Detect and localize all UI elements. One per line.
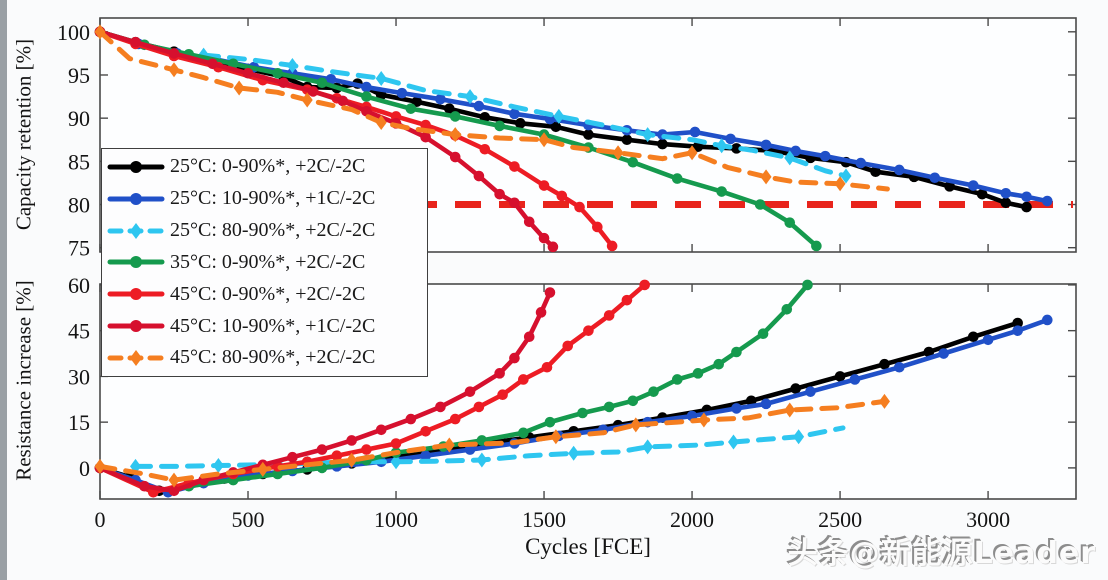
legend-line-sample bbox=[107, 349, 165, 366]
legend-marker-circle bbox=[130, 320, 142, 333]
legend-line-sample bbox=[107, 288, 165, 301]
x-tick-label: 1500 bbox=[522, 507, 566, 532]
legend-label: 45°C: 10-90%*, +1C/-2C bbox=[170, 314, 376, 337]
legend-label: 45°C: 80-90%*, +2C/-2C bbox=[170, 346, 376, 369]
legend-item-25C-80-90: 25°C: 80-90%*, +2C/-2C bbox=[107, 216, 427, 246]
legend-label: 25°C: 10-90%*, +1C/-2C bbox=[170, 187, 376, 210]
y-tick-label-capacity: 80 bbox=[68, 193, 90, 218]
y-tick-label-resistance: 15 bbox=[68, 410, 90, 435]
x-tick-label: 0 bbox=[95, 507, 106, 532]
legend-line-sample bbox=[107, 160, 165, 173]
legend-item-25C-0-90: 25°C: 0-90%*, +2C/-2C bbox=[107, 152, 427, 182]
y-tick-label-capacity: 90 bbox=[68, 106, 90, 131]
x-axis-label: Cycles [FCE] bbox=[525, 534, 651, 559]
legend-marker-circle bbox=[130, 256, 142, 269]
legend-item-45C-0-90: 45°C: 0-90%*, +2C/-2C bbox=[107, 279, 427, 309]
y-tick-label-resistance: 45 bbox=[68, 319, 90, 344]
y-tick-label-resistance: 0 bbox=[79, 456, 90, 481]
x-tick-label: 1000 bbox=[374, 507, 418, 532]
series-35C-0-90-capacity bbox=[97, 29, 819, 249]
legend-line-sample bbox=[107, 256, 165, 269]
legend-item-45C-10-90: 45°C: 10-90%*, +1C/-2C bbox=[107, 311, 427, 341]
legend: 25°C: 0-90%*, +2C/-2C 25°C: 10-90%*, +1C/… bbox=[101, 148, 428, 377]
legend-marker-circle bbox=[130, 160, 142, 173]
series-45C-80-90-resistance bbox=[97, 398, 887, 483]
legend-marker-circle bbox=[130, 192, 142, 205]
y-tick-label-capacity: 85 bbox=[68, 149, 90, 174]
legend-item-45C-80-90: 45°C: 80-90%*, +2C/-2C bbox=[107, 343, 427, 373]
series-25C-80-90-capacity bbox=[201, 52, 849, 179]
legend-marker-diamond bbox=[130, 349, 142, 366]
legend-marker-diamond bbox=[130, 222, 142, 239]
legend-line-sample bbox=[107, 320, 165, 333]
legend-label: 45°C: 0-90%*, +2C/-2C bbox=[170, 282, 366, 305]
y-tick-label-resistance: 60 bbox=[68, 273, 90, 298]
watermark: 头条@新能源Leader bbox=[787, 536, 1096, 571]
x-tick-label: 2500 bbox=[818, 507, 862, 532]
legend-marker-circle bbox=[130, 288, 142, 301]
y-tick-label-capacity: 95 bbox=[68, 63, 90, 88]
legend-line-sample bbox=[107, 192, 165, 205]
y-tick-label-resistance: 30 bbox=[68, 364, 90, 389]
screen-edge-strip bbox=[0, 0, 7, 580]
legend-item-35C-0-90: 35°C: 0-90%*, +2C/-2C bbox=[107, 247, 427, 277]
legend-item-25C-10-90: 25°C: 10-90%*, +1C/-2C bbox=[107, 184, 427, 214]
legend-label: 25°C: 0-90%*, +2C/-2C bbox=[170, 155, 366, 178]
x-tick-label: 3000 bbox=[966, 507, 1010, 532]
y-tick-label-capacity: 75 bbox=[68, 236, 90, 261]
series-45C-80-90-capacity bbox=[97, 29, 890, 192]
x-tick-label: 2000 bbox=[670, 507, 714, 532]
x-tick-label: 500 bbox=[232, 507, 265, 532]
legend-label: 35°C: 0-90%*, +2C/-2C bbox=[170, 250, 366, 273]
legend-line-sample bbox=[107, 222, 165, 239]
legend-label: 25°C: 80-90%*, +2C/-2C bbox=[170, 219, 376, 242]
y-tick-label-capacity: 100 bbox=[57, 20, 90, 45]
resistance-y-axis-label: Resistance increase [%] bbox=[11, 280, 36, 481]
